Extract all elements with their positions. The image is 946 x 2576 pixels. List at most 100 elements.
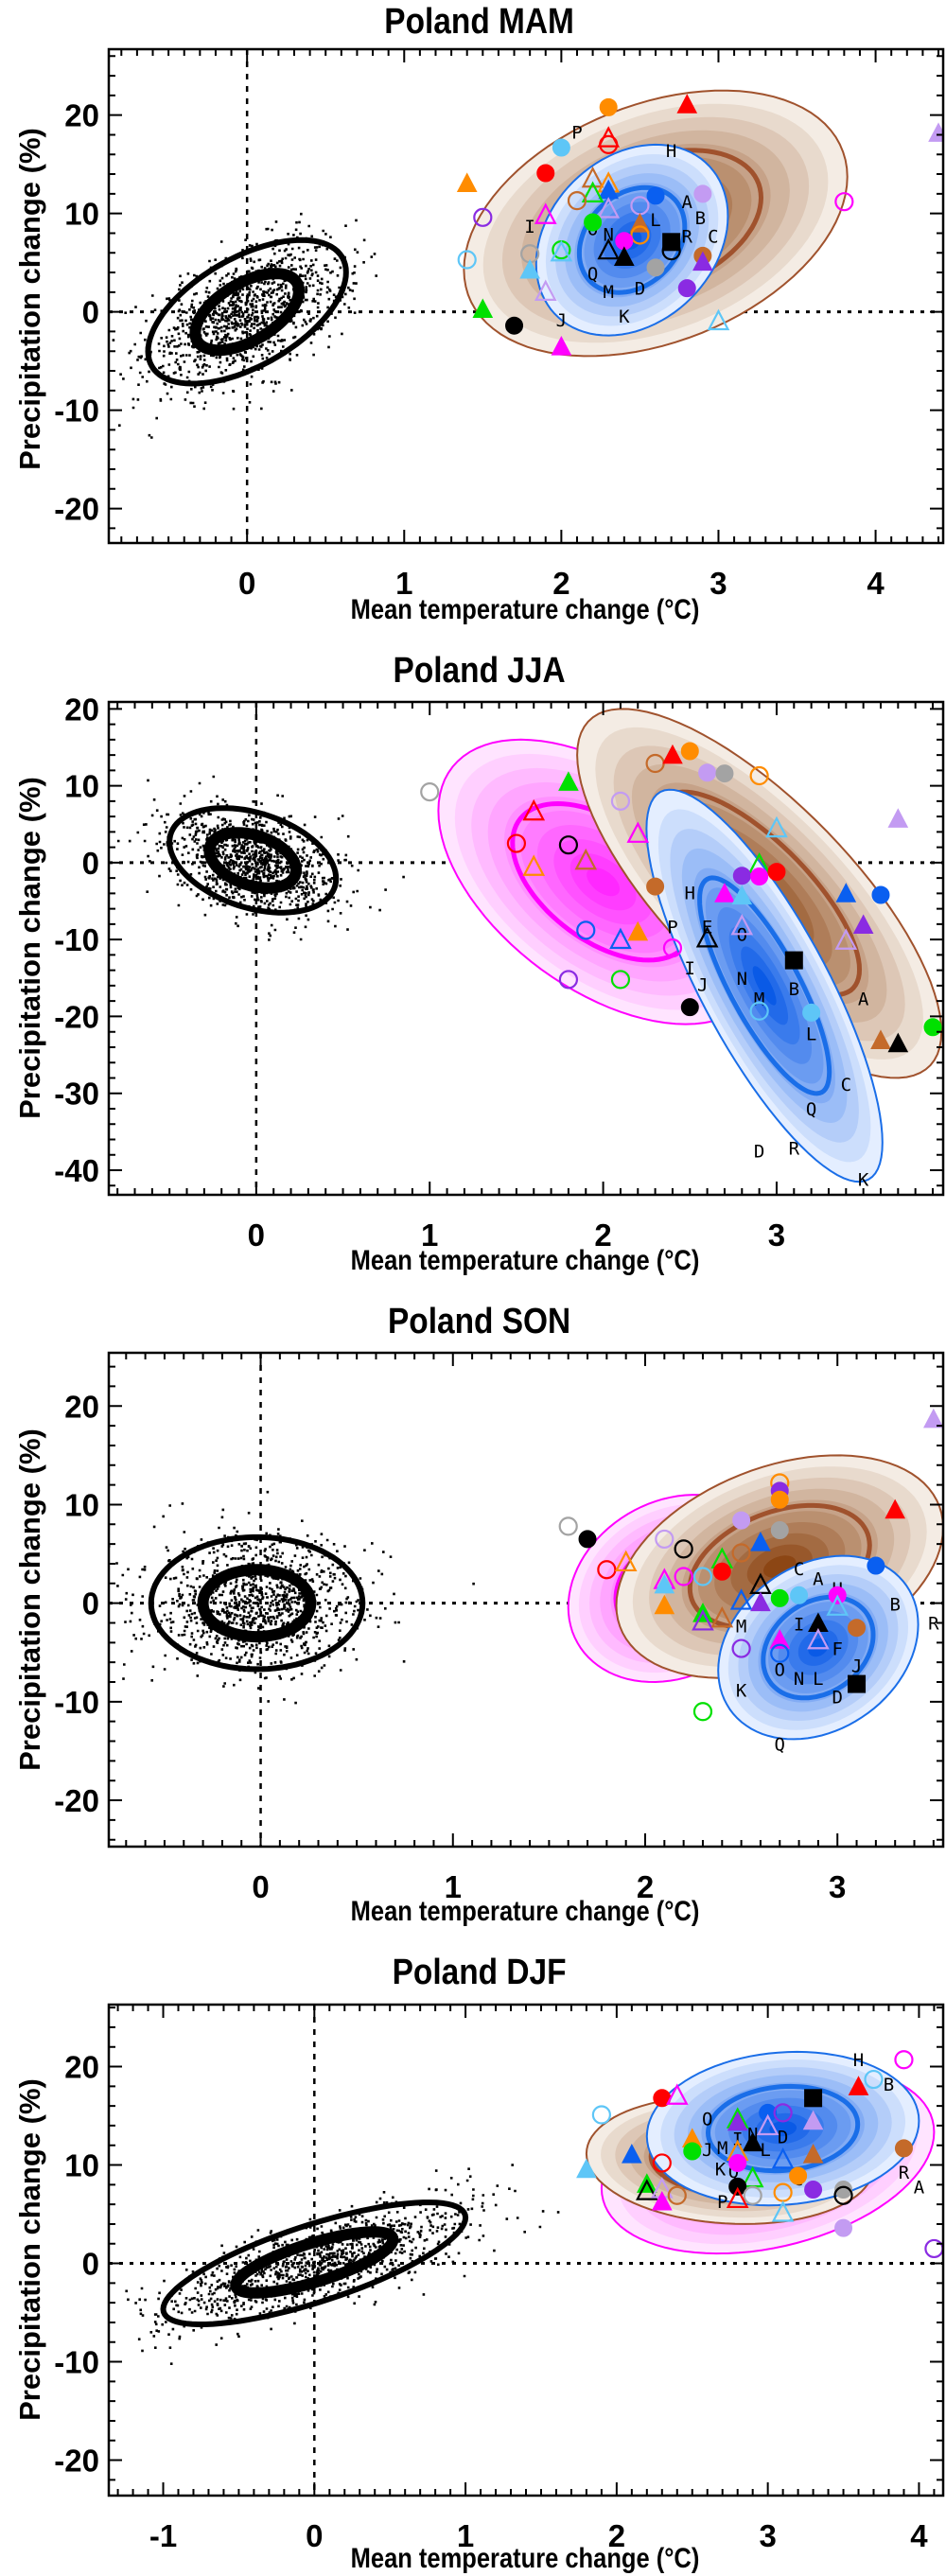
y-tick-label: 10	[64, 197, 99, 232]
distribution-band	[752, 966, 777, 1006]
x-tick-label: 1	[395, 566, 412, 601]
y-tick-label: 10	[64, 1487, 99, 1522]
marker-circle-red	[597, 1560, 617, 1580]
marker-triangle-black	[636, 2179, 658, 2200]
marker-circle-magenta	[834, 192, 854, 212]
plot-area: PHABRCILNOQMDKJ	[109, 49, 943, 543]
marker-triangle-red	[885, 1498, 906, 1519]
marker-circle-blue	[759, 2103, 778, 2122]
model-letter-label: Q	[775, 1735, 785, 1756]
marker-triangle-brown	[710, 1605, 734, 1628]
chart-title: Poland SON	[387, 1302, 571, 1341]
x-tick-label: 3	[768, 1218, 785, 1253]
model-letter-label: D	[778, 2127, 788, 2147]
marker-triangle-lavender	[802, 2110, 824, 2130]
marker-circle-green	[610, 970, 631, 990]
model-letter-label: J	[697, 974, 708, 995]
marker-circle-purple	[773, 2103, 793, 2123]
noise-contour-outer	[160, 2199, 469, 2327]
model-letter-label: D	[754, 1142, 764, 1163]
marker-circle-blue	[576, 920, 596, 940]
marker-triangle-brown	[870, 1029, 891, 1049]
marker-circle-red	[536, 164, 555, 183]
marker-triangle-brown	[574, 848, 598, 870]
distribution-contour	[697, 875, 832, 1096]
model-letter-label: Q	[728, 2162, 739, 2182]
marker-circle-brown	[646, 877, 665, 896]
y-tick-label: -10	[54, 394, 99, 429]
chart-title: Poland DJF	[392, 1953, 567, 1992]
model-letter-label: H	[685, 884, 695, 904]
marker-circle-orange	[770, 1490, 789, 1509]
noise-contour-inner	[189, 268, 306, 357]
marker-circle-purple	[473, 207, 493, 227]
x-tick-label: 3	[710, 566, 727, 601]
y-tick-label: 0	[82, 1586, 99, 1621]
marker-circle-black	[661, 241, 681, 261]
marker-triangle-blue	[729, 1588, 753, 1610]
noise-contour-inner	[197, 1564, 317, 1643]
model-letter-label: R	[682, 227, 693, 248]
x-tick-label: 2	[637, 1869, 654, 1904]
marker-triangle-lavender	[923, 1408, 943, 1428]
marker-circle-lavender	[610, 791, 631, 811]
marker-circle-orange	[599, 97, 618, 116]
marker-circle-blue	[871, 885, 890, 904]
model-letter-label: H	[666, 141, 676, 162]
model-letter-label: L	[650, 210, 660, 231]
marker-square-black	[784, 951, 803, 970]
marker-triangle-magenta	[626, 821, 650, 843]
model-letter-label: F	[832, 1639, 842, 1660]
marker-triangle-black	[742, 2131, 763, 2152]
marker-triangle-purple	[692, 1609, 714, 1631]
y-tick-label: 10	[64, 769, 99, 804]
model-letter-label: A	[682, 192, 693, 213]
y-tick-label: -30	[54, 1077, 99, 1112]
noise-sample-dots	[109, 1490, 475, 1705]
marker-triangle-magenta	[534, 202, 557, 224]
model-letter-label: M	[603, 282, 613, 303]
y-tick-label: -20	[54, 1783, 99, 1818]
marker-triangle-lightblue	[707, 308, 730, 331]
model-letter-label: R	[899, 2163, 910, 2183]
marker-triangle-magenta	[714, 883, 735, 902]
x-tick-label: 0	[252, 1869, 269, 1904]
marker-triangle-lightblue	[771, 2200, 795, 2222]
marker-circle-red	[506, 833, 527, 853]
marker-triangle-blue	[750, 1532, 771, 1551]
model-letter-label: P	[571, 122, 582, 143]
marker-circle-lightblue	[864, 2069, 884, 2090]
marker-circle-gray	[743, 2185, 762, 2205]
marker-circle-brown	[567, 191, 587, 211]
marker-triangle-orange	[614, 1550, 638, 1572]
marker-triangle-blue	[609, 927, 632, 950]
y-tick-label: -40	[54, 1153, 99, 1188]
model-letter-label: I	[794, 1615, 804, 1636]
marker-triangle-lightblue	[576, 2158, 597, 2179]
marker-triangle-lavender	[807, 1627, 830, 1650]
noise-contour-outer	[148, 1533, 366, 1673]
marker-circle-brown	[848, 1619, 867, 1638]
model-letter-label: O	[775, 1659, 785, 1680]
y-axis-label: Precipitation change (%)	[13, 1428, 46, 1771]
marker-triangle-black	[887, 1032, 909, 1053]
marker-circle-magenta	[728, 2153, 747, 2172]
marker-circle-green	[923, 1018, 942, 1037]
marker-circle-black	[728, 2177, 747, 2196]
marker-triangle-magenta	[551, 335, 572, 356]
y-tick-label: 20	[64, 1389, 99, 1424]
plot-frame	[107, 1351, 945, 1849]
marker-circle-blue	[867, 1556, 885, 1575]
marker-triangle-blue	[771, 2147, 795, 2169]
model-letter-label: D	[832, 1688, 842, 1709]
model-letter-label: Q	[587, 264, 598, 285]
y-tick-label: 0	[82, 295, 99, 330]
marker-circle-lightblue	[802, 1003, 821, 1022]
model-letter-label: N	[603, 224, 613, 245]
x-tick-label: -1	[149, 2518, 177, 2553]
marker-circle-brown	[731, 1543, 751, 1563]
marker-triangle-lightblue	[826, 1594, 850, 1616]
y-axis-label: Precipitation change (%)	[13, 2078, 46, 2421]
